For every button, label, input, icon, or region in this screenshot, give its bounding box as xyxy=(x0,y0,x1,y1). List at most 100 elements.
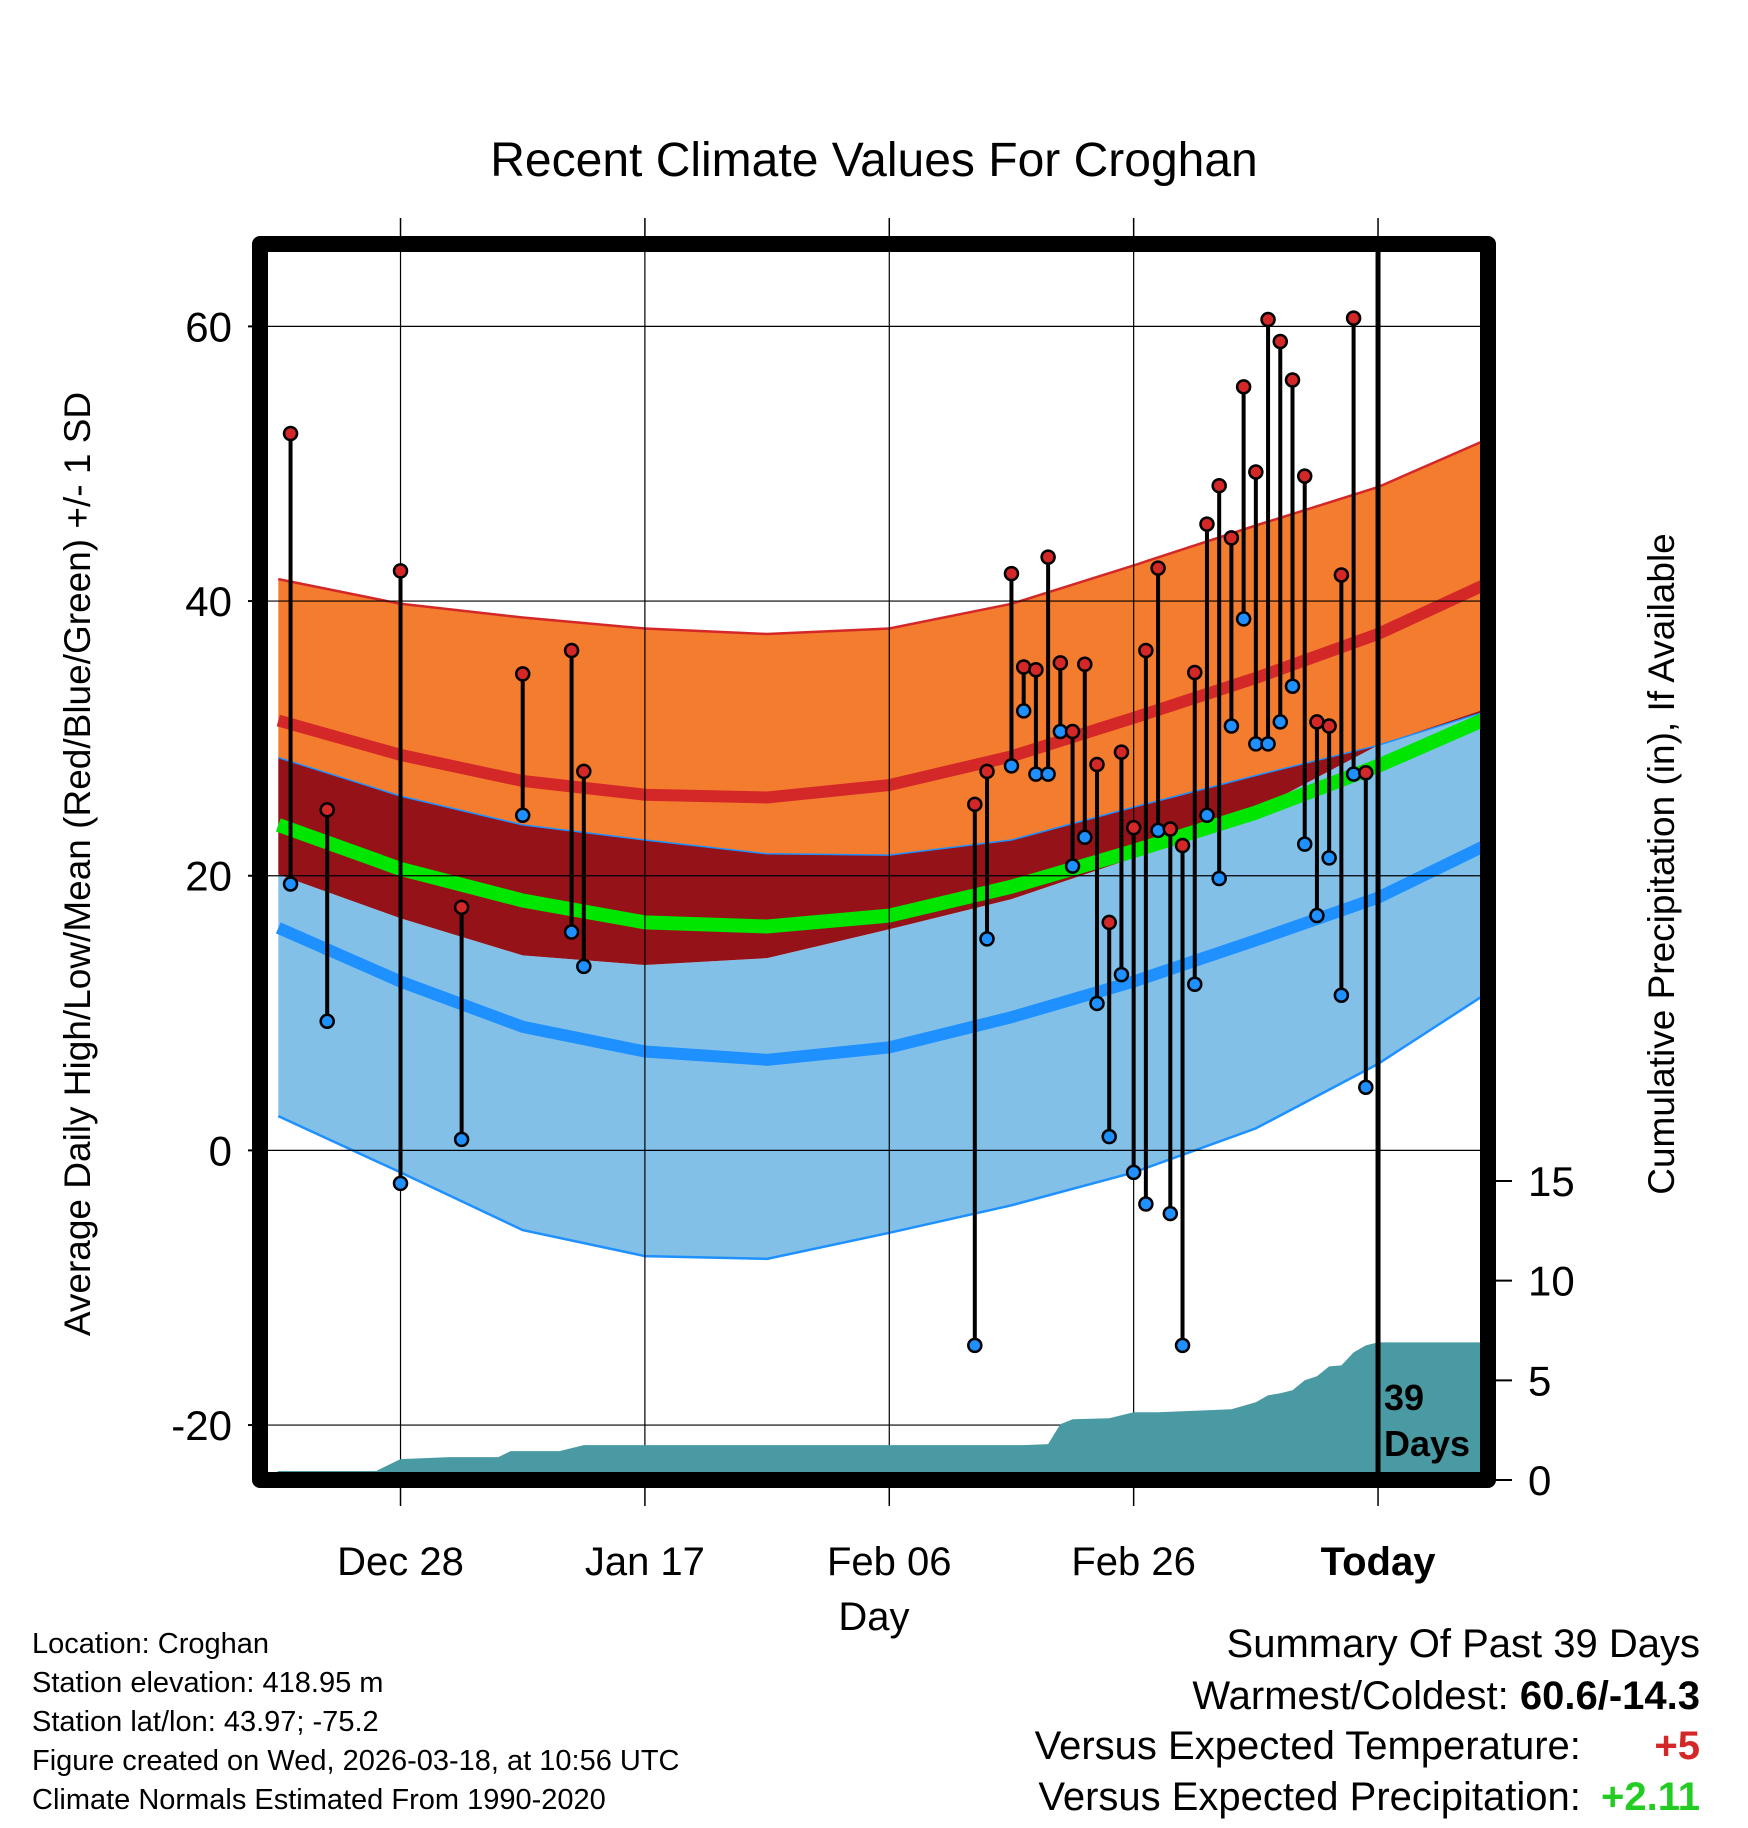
obs-low-point xyxy=(392,1175,409,1192)
obs-low-point xyxy=(1272,714,1289,730)
obs-high-point xyxy=(1345,310,1362,326)
x-axis-tick-label: Today xyxy=(1321,1540,1437,1584)
obs-low-point xyxy=(1211,870,1227,887)
obs-high-point xyxy=(1296,468,1313,484)
obs-high-point xyxy=(514,666,531,682)
obs-low-point xyxy=(1309,907,1325,924)
obs-high-point xyxy=(1040,549,1056,565)
plot-area: 39 Days -20 0 20 40 60 0 5 10 15 Dec 28 Jan 17 Feb 06… xyxy=(171,218,1575,1584)
obs-low-point xyxy=(1040,766,1056,782)
chart-title: Recent Climate Values For Croghan xyxy=(490,134,1257,187)
obs-low-point xyxy=(1199,807,1215,824)
obs-high-point xyxy=(1174,837,1191,854)
right-axis-tick-label: 10 xyxy=(1528,1258,1575,1305)
obs-low-point xyxy=(576,958,592,975)
obs-low-point xyxy=(453,1131,470,1148)
obs-high-point xyxy=(1028,661,1044,678)
x-axis-tick-label: Dec 28 xyxy=(337,1540,464,1584)
obs-low-point xyxy=(563,924,580,940)
obs-high-point xyxy=(282,425,299,442)
obs-low-point xyxy=(1003,758,1020,774)
x-axis-label: Day xyxy=(838,1595,909,1639)
obs-high-point xyxy=(392,563,409,579)
obs-high-point xyxy=(1162,821,1179,837)
obs-high-point xyxy=(1003,565,1020,582)
summary-temperature: Versus Expected Temperature: +5 xyxy=(1035,1724,1700,1769)
obs-high-point xyxy=(1064,723,1081,740)
left-axis-tick-label: 40 xyxy=(185,578,232,625)
summary-precip-label: Versus Expected Precipitation: xyxy=(1038,1775,1581,1819)
high-sd-band xyxy=(278,439,1488,856)
left-axis-tick-label: 20 xyxy=(185,853,232,900)
x-axis-tick-label: Jan 17 xyxy=(585,1540,705,1584)
obs-high-point xyxy=(1015,659,1032,675)
obs-high-point xyxy=(1089,756,1105,773)
obs-high-point xyxy=(1125,819,1142,836)
obs-high-point xyxy=(1077,656,1093,672)
summary-warmest-value: 60.6/-14.3 xyxy=(1519,1674,1700,1718)
info-elevation: Station elevation: 418.95 m xyxy=(32,1667,384,1699)
obs-high-point xyxy=(1150,560,1166,576)
obs-low-point xyxy=(1284,678,1301,694)
obs-low-point xyxy=(967,1337,983,1354)
left-axis-tick-label: 0 xyxy=(209,1127,232,1174)
left-axis-tick-label: -20 xyxy=(171,1402,232,1449)
obs-high-point xyxy=(967,796,983,813)
info-normals: Climate Normals Estimated From 1990-2020 xyxy=(32,1784,606,1816)
obs-high-point xyxy=(1052,655,1069,671)
info-latlon: Station lat/lon: 43.97; -75.2 xyxy=(32,1706,379,1738)
summary-precip-value: +2.11 xyxy=(1600,1775,1700,1819)
plot-frame xyxy=(252,236,1496,1488)
obs-low-point xyxy=(1174,1337,1191,1354)
y-axis-right-label: Cumulative Precipitation (in), If Availa… xyxy=(1641,533,1682,1195)
x-axis-tick-label: Feb 26 xyxy=(1071,1540,1196,1584)
obs-high-point xyxy=(1101,914,1117,931)
obs-low-point xyxy=(1358,1079,1374,1095)
summary-title: Summary Of Past 39 Days xyxy=(1226,1622,1700,1666)
obs-low-point xyxy=(1235,611,1252,627)
days-label-text: Days xyxy=(1384,1423,1470,1464)
obs-low-point xyxy=(282,876,299,892)
y-axis-left-label: Average Daily High/Low/Mean (Red/Blue/Gr… xyxy=(57,392,98,1336)
obs-low-point xyxy=(319,1013,335,1030)
obs-high-point xyxy=(1186,664,1203,681)
obs-high-point xyxy=(1248,464,1264,480)
obs-high-point xyxy=(1272,333,1289,350)
days-label-number: 39 xyxy=(1384,1377,1424,1418)
obs-low-point xyxy=(1345,766,1362,782)
obs-high-point xyxy=(1260,311,1276,328)
obs-high-point xyxy=(1333,567,1350,583)
obs-low-point xyxy=(1125,1164,1142,1181)
obs-low-point xyxy=(1113,966,1130,983)
obs-low-point xyxy=(1333,987,1350,1003)
obs-high-point xyxy=(1211,477,1227,494)
obs-low-point xyxy=(1077,829,1093,846)
summary-temp-value: +5 xyxy=(1654,1724,1700,1768)
info-location: Location: Croghan xyxy=(32,1628,269,1660)
right-axis-tick-label: 0 xyxy=(1528,1457,1551,1504)
precip-area xyxy=(266,1342,1488,1480)
x-axis-tick-label: Feb 06 xyxy=(827,1540,952,1584)
summary-warmest: Warmest/Coldest: 60.6/-14.3 xyxy=(1192,1674,1700,1719)
obs-low-point xyxy=(1162,1205,1179,1222)
obs-low-point xyxy=(1150,822,1166,839)
obs-high-point xyxy=(1223,530,1240,546)
summary-temp-label: Versus Expected Temperature: xyxy=(1034,1724,1581,1768)
obs-low-point xyxy=(1101,1128,1117,1145)
obs-low-point xyxy=(1260,736,1276,752)
obs-low-point xyxy=(1064,858,1081,874)
obs-low-point xyxy=(1296,836,1313,852)
info-created: Figure created on Wed, 2026-03-18, at 10… xyxy=(32,1745,680,1777)
obs-high-point xyxy=(576,763,592,780)
obs-high-point xyxy=(1138,642,1154,659)
obs-low-point xyxy=(1089,995,1105,1012)
obs-low-point xyxy=(1138,1196,1154,1212)
obs-low-point xyxy=(1186,976,1203,992)
obs-high-point xyxy=(1235,379,1252,395)
obs-high-point xyxy=(1284,372,1301,388)
right-axis-tick-label: 5 xyxy=(1528,1357,1551,1404)
obs-high-point xyxy=(563,642,580,659)
overlap-band xyxy=(278,708,1488,965)
obs-low-point xyxy=(514,807,531,824)
